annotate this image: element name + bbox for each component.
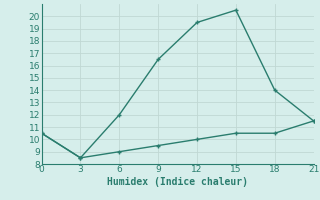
X-axis label: Humidex (Indice chaleur): Humidex (Indice chaleur) — [107, 177, 248, 187]
